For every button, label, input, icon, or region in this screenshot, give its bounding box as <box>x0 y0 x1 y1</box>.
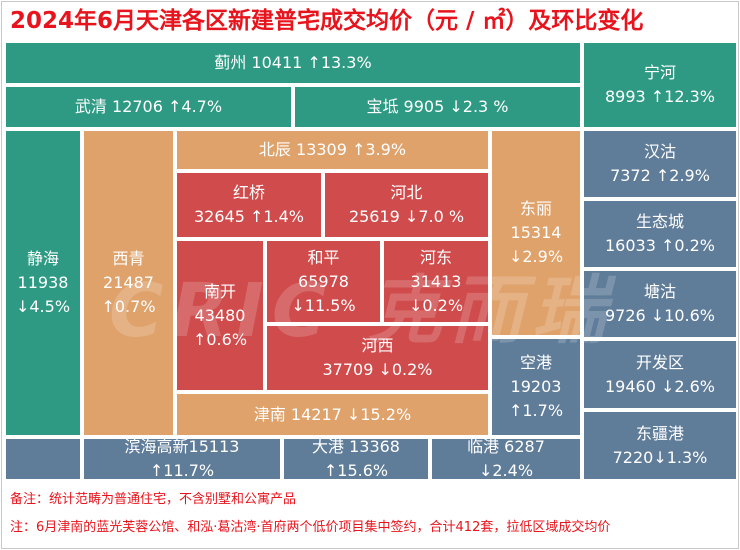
tile-value: 7372 ↑2.9% <box>610 166 710 185</box>
treemap: 蓟州 10411 ↑13.3% 宁河 8993 ↑12.3% 武清 12706 … <box>4 41 738 481</box>
tile-dongli: 东丽 15314 ↓2.9% <box>490 129 582 337</box>
tile-shengtai: 生态城 16033 ↑0.2% <box>582 199 738 269</box>
tile-label: 和平 <box>307 247 340 267</box>
tile-baodi: 宝坻 9905 ↓2.3 % <box>293 85 582 129</box>
tile-label: 大港 13368 <box>312 437 400 456</box>
tile-label: 津南 14217 ↓15.2% <box>253 404 412 424</box>
tile-value: 32645 ↑1.4% <box>193 207 305 226</box>
tile-corner-blank <box>4 437 82 481</box>
tile-value: 7220↓1.3% <box>612 447 708 467</box>
tile-value: 21487 <box>103 273 154 292</box>
tile-hebei: 河北 25619 ↓7.0 % <box>323 171 490 239</box>
tile-value: 9726 ↓10.6% <box>604 306 716 325</box>
tile-label: 宝坻 9905 ↓2.3 % <box>366 97 509 116</box>
tile-change: ↓11.5% <box>291 295 356 315</box>
tile-label: 滨海高新15113 <box>124 437 240 456</box>
tile-ninghe: 宁河 8993 ↑12.3% <box>582 41 738 129</box>
tile-label: 西青 <box>112 249 145 268</box>
tile-value: 16033 ↑0.2% <box>604 236 716 255</box>
tile-change: ↑11.7% <box>149 461 215 480</box>
tile-value: 11938 <box>17 273 69 292</box>
footnote-jinnan: 注：6月津南的蓝光芙蓉公馆、和泓·葛沽湾·首府两个低价项目集中签约，合计412套… <box>10 520 611 535</box>
tile-label: 河北 <box>390 183 423 202</box>
tile-label: 宁河 <box>643 63 676 82</box>
tile-change: ↓2.4% <box>478 461 534 480</box>
tile-beichen: 北辰 13309 ↑3.9% <box>175 129 490 171</box>
tile-label: 塘沽 <box>643 282 676 301</box>
tile-hedong: 河东 31413 ↓0.2% <box>382 239 490 324</box>
tile-change: ↓0.2% <box>408 295 464 315</box>
tile-label: 北辰 13309 ↑3.9% <box>258 140 407 159</box>
tile-value: 65978 <box>298 271 349 291</box>
tile-tanggu: 塘沽 9726 ↓10.6% <box>582 269 738 339</box>
tile-label: 河东 <box>419 247 452 267</box>
tile-value: 37709 ↓0.2% <box>322 360 433 379</box>
tile-lingang: 临港 6287 ↓2.4% <box>430 437 582 481</box>
tile-jinghai: 静海 11938 ↓4.5% <box>4 129 82 437</box>
page-title: 2024年6月天津各区新建普宅成交均价（元 / ㎡）及环比变化 <box>10 8 644 34</box>
tile-heping: 和平 65978 ↓11.5% <box>265 239 382 324</box>
tile-value: 31413 <box>410 271 462 291</box>
tile-label: 静海 <box>26 249 59 268</box>
tile-wuqing: 武清 12706 ↑4.7% <box>4 85 293 129</box>
tile-label: 红桥 <box>232 183 265 202</box>
tile-change: ↑15.6% <box>323 461 389 480</box>
tile-label: 开发区 <box>635 352 684 372</box>
tile-jizhou: 蓟州 10411 ↑13.3% <box>4 41 582 85</box>
tile-value: 25619 ↓7.0 % <box>348 207 465 226</box>
tile-value: 15314 <box>510 223 562 242</box>
tile-dongjiang: 东疆港 7220↓1.3% <box>582 410 738 481</box>
tile-label: 临港 6287 <box>467 437 545 456</box>
tile-binhai-hi-tech: 滨海高新15113 ↑11.7% <box>82 437 282 481</box>
tile-konggang: 空港 19203 ↑1.7% <box>490 337 582 437</box>
tile-label: 蓟州 10411 ↑13.3% <box>214 53 372 72</box>
tile-value: 19203 <box>510 377 562 396</box>
tile-label: 河西 <box>361 336 394 355</box>
tile-hongqiao: 红桥 32645 ↑1.4% <box>175 171 323 239</box>
tile-label: 东疆港 <box>635 423 684 443</box>
tile-label: 生态城 <box>635 212 684 231</box>
tile-label: 空港 <box>519 353 552 372</box>
footnote-scope: 备注：统计范畴为普通住宅，不含别墅和公寓产品 <box>10 492 297 507</box>
tile-change: ↓4.5% <box>15 297 71 316</box>
tile-dagang: 大港 13368 ↑15.6% <box>282 437 430 481</box>
tile-xiqing: 西青 21487 ↑0.7% <box>82 129 175 437</box>
tile-label: 南开 <box>203 281 236 301</box>
tile-nankai: 南开 43480 ↑0.6% <box>175 239 265 392</box>
tile-change: ↓2.9% <box>508 247 564 266</box>
tile-value: 19460 ↓2.6% <box>604 376 716 396</box>
tile-kaifa: 开发区 19460 ↓2.6% <box>582 339 738 410</box>
tile-label: 武清 12706 ↑4.7% <box>74 97 223 116</box>
tile-hangu: 汉沽 7372 ↑2.9% <box>582 129 738 199</box>
tile-hexi: 河西 37709 ↓0.2% <box>265 324 490 392</box>
tile-change: ↑1.7% <box>508 401 564 420</box>
tile-change: ↑0.7% <box>101 297 156 316</box>
tile-value: 8993 ↑12.3% <box>604 87 716 106</box>
tile-value: 43480 <box>194 305 246 325</box>
tile-label: 东丽 <box>519 199 552 218</box>
tile-jinnan: 津南 14217 ↓15.2% <box>175 392 490 437</box>
tile-change: ↑0.6% <box>192 329 248 349</box>
tile-label: 汉沽 <box>643 142 676 161</box>
